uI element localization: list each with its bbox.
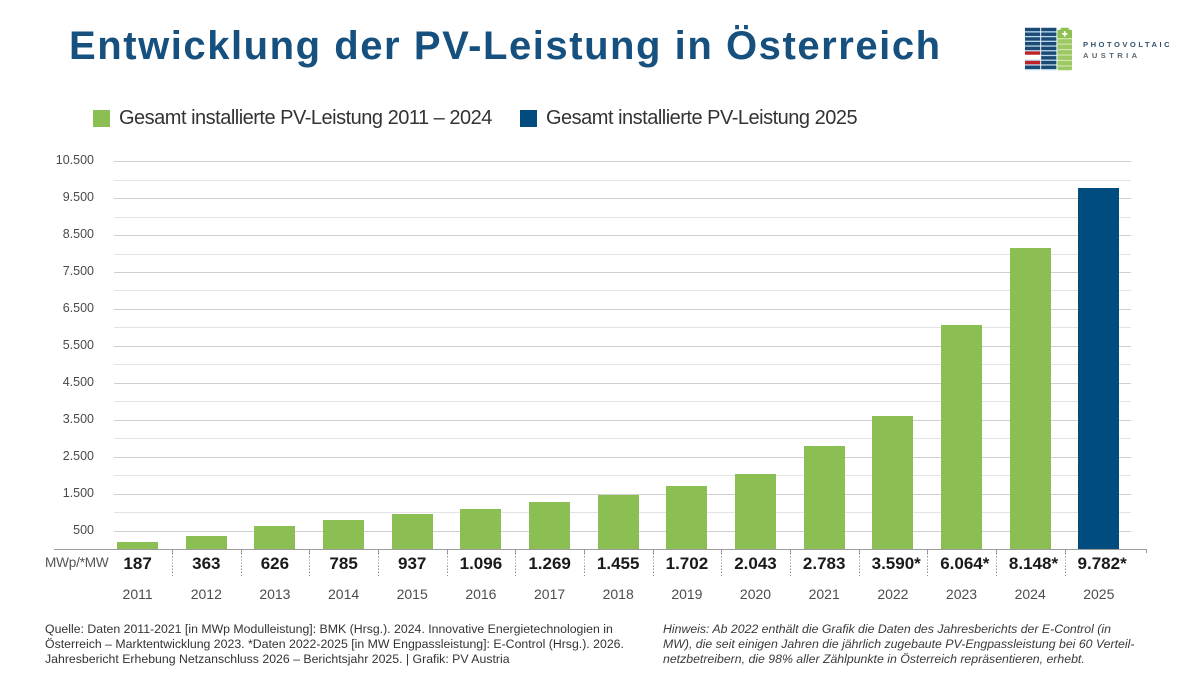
svg-text:PHOTOVOLTAIC: PHOTOVOLTAIC — [1083, 40, 1172, 49]
svg-text:AUSTRIA: AUSTRIA — [1083, 51, 1141, 60]
